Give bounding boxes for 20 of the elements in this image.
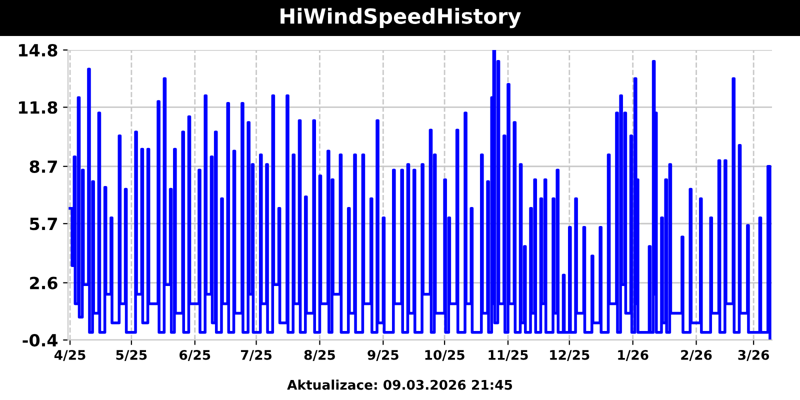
x-tick-label: 12/25 [550,350,590,361]
x-tick-label: 6/25 [180,350,210,361]
chart-title: HiWindSpeedHistory [280,8,521,28]
y-tick-label: 11.8 [19,101,58,114]
x-tick-label: 2/26 [681,350,712,361]
y-tick-label: 8.7 [30,160,57,173]
x-tick-label: 7/25 [240,350,272,361]
x-tick-label: 1/26 [618,350,648,361]
x-tick-label: 8/25 [304,350,335,361]
y-tick-label: 5.7 [30,218,57,230]
x-tick-label: 3/26 [738,350,770,361]
x-tick-label: 11/25 [488,350,528,361]
x-tick-label: 10/25 [425,350,464,361]
y-tick-label: 14.8 [19,44,58,57]
x-tick-label: 4/25 [54,350,86,361]
x-tick-label: 9/25 [368,350,398,361]
text: Aktualizace: 09.03.2026 21:45 [287,380,512,390]
x-tick-label: 5/25 [116,350,147,361]
y-tick-label: 2.6 [30,276,58,290]
y-tick-label: -0.4 [22,334,58,347]
